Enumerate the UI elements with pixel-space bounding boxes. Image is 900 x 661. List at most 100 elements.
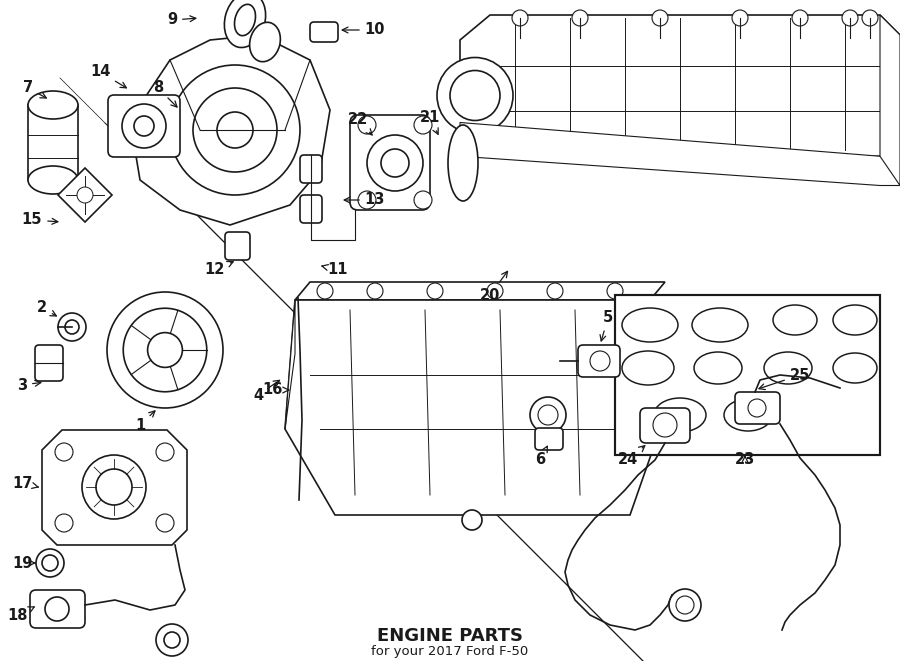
Circle shape xyxy=(748,399,766,417)
FancyBboxPatch shape xyxy=(535,428,563,450)
Ellipse shape xyxy=(235,5,256,36)
Text: 1: 1 xyxy=(135,411,155,432)
Polygon shape xyxy=(880,15,900,186)
Circle shape xyxy=(156,624,188,656)
Text: 18: 18 xyxy=(8,607,34,623)
Circle shape xyxy=(367,135,423,191)
FancyBboxPatch shape xyxy=(30,590,85,628)
Circle shape xyxy=(45,597,69,621)
Ellipse shape xyxy=(448,125,478,201)
FancyBboxPatch shape xyxy=(225,232,250,260)
Ellipse shape xyxy=(622,308,678,342)
Text: 14: 14 xyxy=(90,65,126,88)
Circle shape xyxy=(58,313,86,341)
Circle shape xyxy=(134,116,154,136)
Circle shape xyxy=(530,397,566,433)
Circle shape xyxy=(107,292,223,408)
FancyBboxPatch shape xyxy=(108,95,180,157)
Text: 24: 24 xyxy=(618,446,644,467)
Ellipse shape xyxy=(28,91,78,119)
Text: 22: 22 xyxy=(348,112,372,135)
Circle shape xyxy=(590,351,610,371)
Circle shape xyxy=(842,10,858,26)
Circle shape xyxy=(317,283,333,299)
Ellipse shape xyxy=(833,353,877,383)
Circle shape xyxy=(669,589,701,621)
Text: 16: 16 xyxy=(262,383,289,397)
Text: ENGINE PARTS: ENGINE PARTS xyxy=(377,627,523,645)
Circle shape xyxy=(450,71,500,120)
FancyBboxPatch shape xyxy=(640,408,690,443)
Circle shape xyxy=(193,88,277,172)
Ellipse shape xyxy=(694,352,742,384)
Circle shape xyxy=(653,413,677,437)
FancyBboxPatch shape xyxy=(300,155,322,183)
Ellipse shape xyxy=(724,399,772,431)
Ellipse shape xyxy=(28,166,78,194)
Circle shape xyxy=(547,283,563,299)
Circle shape xyxy=(170,65,300,195)
Text: 13: 13 xyxy=(344,192,385,208)
Circle shape xyxy=(77,187,93,203)
Circle shape xyxy=(414,116,432,134)
Circle shape xyxy=(572,10,588,26)
Ellipse shape xyxy=(622,351,674,385)
Circle shape xyxy=(42,555,58,571)
Text: 21: 21 xyxy=(419,110,440,134)
Circle shape xyxy=(358,191,376,209)
Circle shape xyxy=(148,332,183,368)
Text: 8: 8 xyxy=(153,81,177,107)
Text: 12: 12 xyxy=(205,262,233,278)
Circle shape xyxy=(55,443,73,461)
Text: 17: 17 xyxy=(12,475,38,490)
Circle shape xyxy=(732,10,748,26)
Bar xyxy=(28,105,78,180)
Text: 3: 3 xyxy=(17,377,40,393)
Circle shape xyxy=(122,104,166,148)
Text: 10: 10 xyxy=(342,22,385,38)
Text: 25: 25 xyxy=(759,368,810,389)
Polygon shape xyxy=(42,430,187,545)
FancyBboxPatch shape xyxy=(300,195,322,223)
Text: 5: 5 xyxy=(600,311,613,341)
Circle shape xyxy=(65,320,79,334)
Circle shape xyxy=(437,58,513,134)
Circle shape xyxy=(512,10,528,26)
Ellipse shape xyxy=(224,0,266,48)
Circle shape xyxy=(217,112,253,148)
Circle shape xyxy=(164,632,180,648)
Circle shape xyxy=(462,510,482,530)
Polygon shape xyxy=(460,122,900,186)
Ellipse shape xyxy=(773,305,817,335)
Text: 4: 4 xyxy=(253,380,280,403)
Polygon shape xyxy=(285,300,295,429)
Polygon shape xyxy=(295,282,665,300)
FancyBboxPatch shape xyxy=(35,345,63,381)
Text: 11: 11 xyxy=(322,262,348,278)
FancyBboxPatch shape xyxy=(735,392,780,424)
Circle shape xyxy=(538,405,558,425)
Polygon shape xyxy=(130,35,330,225)
Text: 9: 9 xyxy=(166,13,196,28)
Circle shape xyxy=(381,149,409,177)
Circle shape xyxy=(862,10,878,26)
Ellipse shape xyxy=(249,22,281,61)
Circle shape xyxy=(156,514,174,532)
Ellipse shape xyxy=(654,398,706,432)
Text: 23: 23 xyxy=(735,453,755,467)
Circle shape xyxy=(55,514,73,532)
Circle shape xyxy=(156,443,174,461)
Polygon shape xyxy=(58,168,112,222)
Circle shape xyxy=(652,10,668,26)
Circle shape xyxy=(427,283,443,299)
Text: 2: 2 xyxy=(37,301,57,316)
Circle shape xyxy=(123,308,207,392)
Circle shape xyxy=(792,10,808,26)
Circle shape xyxy=(36,549,64,577)
FancyBboxPatch shape xyxy=(310,22,338,42)
FancyBboxPatch shape xyxy=(350,115,430,210)
Ellipse shape xyxy=(692,308,748,342)
Circle shape xyxy=(607,283,623,299)
Text: 19: 19 xyxy=(12,555,35,570)
Circle shape xyxy=(487,283,503,299)
